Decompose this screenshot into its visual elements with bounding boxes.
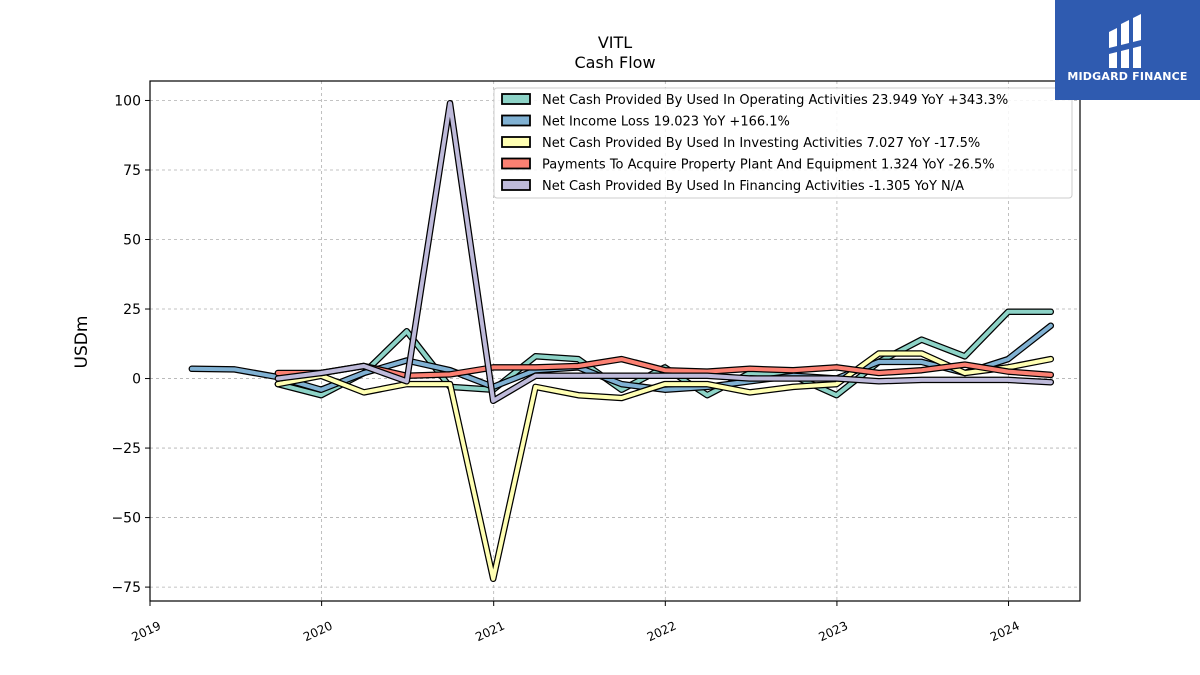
series-lines xyxy=(188,99,1055,583)
legend-label: Net Cash Provided By Used In Operating A… xyxy=(542,93,1008,108)
plot-frame xyxy=(149,80,1081,602)
y-tick-label: 25 xyxy=(123,302,141,318)
legend-swatch xyxy=(501,93,531,105)
y-tick-label: 0 xyxy=(132,372,141,388)
y-tick-label: 50 xyxy=(123,233,141,249)
x-tick-label: 2019 xyxy=(130,619,164,645)
x-tick-label: 2024 xyxy=(988,619,1022,645)
x-tick-label: 2020 xyxy=(301,619,335,645)
legend-swatch xyxy=(501,136,531,148)
y-tick-label: −75 xyxy=(111,580,141,596)
y-tick-label: −50 xyxy=(111,511,141,527)
y-tick-label: 75 xyxy=(123,163,141,179)
series-line xyxy=(275,101,1053,403)
legend-label: Net Income Loss 19.023 YoY +166.1% xyxy=(542,115,790,130)
legend-label: Net Cash Provided By Used In Investing A… xyxy=(542,136,980,151)
midgard-finance-logo: MIDGARD FINANCE xyxy=(1055,0,1200,100)
x-tick-label: 2022 xyxy=(645,619,679,645)
chart-title: VITL xyxy=(598,33,632,52)
legend-label: Payments To Acquire Property Plant And E… xyxy=(542,158,995,173)
x-tick-label: 2023 xyxy=(816,619,850,645)
y-axis-label: USDm xyxy=(72,316,92,369)
y-tick-label: 100 xyxy=(114,93,141,109)
logo-mark-icon xyxy=(1109,14,1141,68)
legend-swatch xyxy=(501,157,531,170)
legend-label: Net Cash Provided By Used In Financing A… xyxy=(542,179,964,194)
x-tick-label: 2021 xyxy=(473,619,507,645)
chart-subtitle: Cash Flow xyxy=(574,53,655,72)
legend-box xyxy=(493,87,1073,199)
legend: Net Cash Provided By Used In Operating A… xyxy=(493,87,1073,199)
logo-text: MIDGARD FINANCE xyxy=(1067,70,1188,83)
y-tick-label: −25 xyxy=(111,441,141,457)
legend-swatch xyxy=(501,179,531,191)
legend-swatch xyxy=(501,114,531,127)
